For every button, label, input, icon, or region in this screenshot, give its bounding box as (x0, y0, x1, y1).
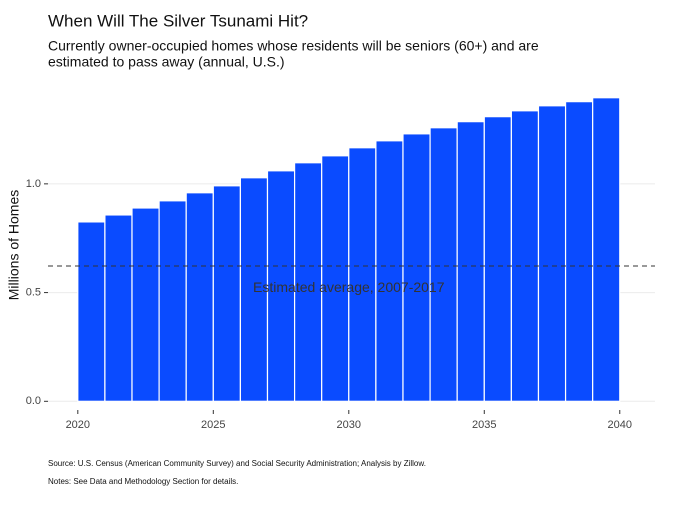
bar (131, 207, 160, 402)
x-tick-label: 2040 (608, 419, 632, 431)
y-tick-label: 0.0 (26, 395, 41, 407)
bar (375, 140, 404, 402)
bar (348, 147, 377, 402)
bar (429, 127, 458, 402)
bar (564, 101, 594, 402)
x-tick-label: 2035 (472, 419, 496, 431)
chart-subtitle: Currently owner-occupied homes whose res… (48, 38, 539, 54)
bar (239, 177, 269, 402)
reference-label: Estimated average, 2007-2017 (253, 279, 445, 295)
bar (104, 214, 133, 402)
bar (185, 192, 214, 402)
y-tick-label: 0.5 (26, 286, 41, 298)
bar (266, 170, 296, 402)
chart-subtitle: estimated to pass away (annual, U.S.) (48, 54, 285, 70)
bar (158, 200, 187, 402)
chart-title: When Will The Silver Tsunami Hit? (48, 11, 308, 30)
source-note: Source: U.S. Census (American Community … (48, 459, 426, 468)
bar (402, 133, 431, 402)
x-tick-label: 2020 (66, 419, 90, 431)
bar (483, 116, 512, 402)
bar (77, 221, 106, 402)
bar (212, 185, 241, 402)
bar (510, 110, 540, 402)
y-axis-label: Millions of Homes (6, 190, 22, 300)
bar (537, 105, 567, 402)
y-tick-label: 1.0 (26, 178, 41, 190)
bar (592, 97, 621, 402)
notes: Notes: See Data and Methodology Section … (48, 477, 238, 486)
bar (321, 155, 350, 402)
x-tick-label: 2025 (201, 419, 225, 431)
bar (456, 121, 485, 402)
x-tick-label: 2030 (337, 419, 361, 431)
